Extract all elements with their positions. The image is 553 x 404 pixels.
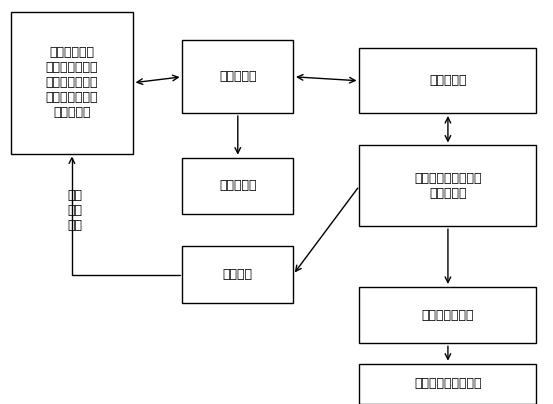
Text: 分离芳香油: 分离芳香油 bbox=[219, 70, 257, 83]
Text: 回收溶剂: 回收溶剂 bbox=[223, 268, 253, 281]
FancyBboxPatch shape bbox=[359, 287, 536, 343]
FancyBboxPatch shape bbox=[359, 48, 536, 113]
Text: 煎煮液加热: 煎煮液加热 bbox=[429, 74, 467, 87]
Text: 溶剂
循环
利用: 溶剂 循环 利用 bbox=[67, 189, 82, 231]
FancyBboxPatch shape bbox=[182, 246, 293, 303]
FancyBboxPatch shape bbox=[359, 364, 536, 404]
FancyBboxPatch shape bbox=[182, 40, 293, 113]
Text: 浓缩膏及结晶体: 浓缩膏及结晶体 bbox=[422, 309, 474, 322]
Text: 加溶剂配成引诱剂液: 加溶剂配成引诱剂液 bbox=[414, 377, 482, 390]
Text: 加入砂地柏种
子、万寿菊花、
马钱子种子和茛
皮藤根颗粒和溶
剂加热蒸煮: 加入砂地柏种 子、万寿菊花、 马钱子种子和茛 皮藤根颗粒和溶 剂加热蒸煮 bbox=[46, 46, 98, 119]
FancyBboxPatch shape bbox=[359, 145, 536, 226]
FancyBboxPatch shape bbox=[11, 12, 133, 154]
Text: 煎煮液抽真空加热、
浓缩、结晶: 煎煮液抽真空加热、 浓缩、结晶 bbox=[414, 172, 482, 200]
FancyBboxPatch shape bbox=[182, 158, 293, 214]
Text: 芳香油成品: 芳香油成品 bbox=[219, 179, 257, 192]
